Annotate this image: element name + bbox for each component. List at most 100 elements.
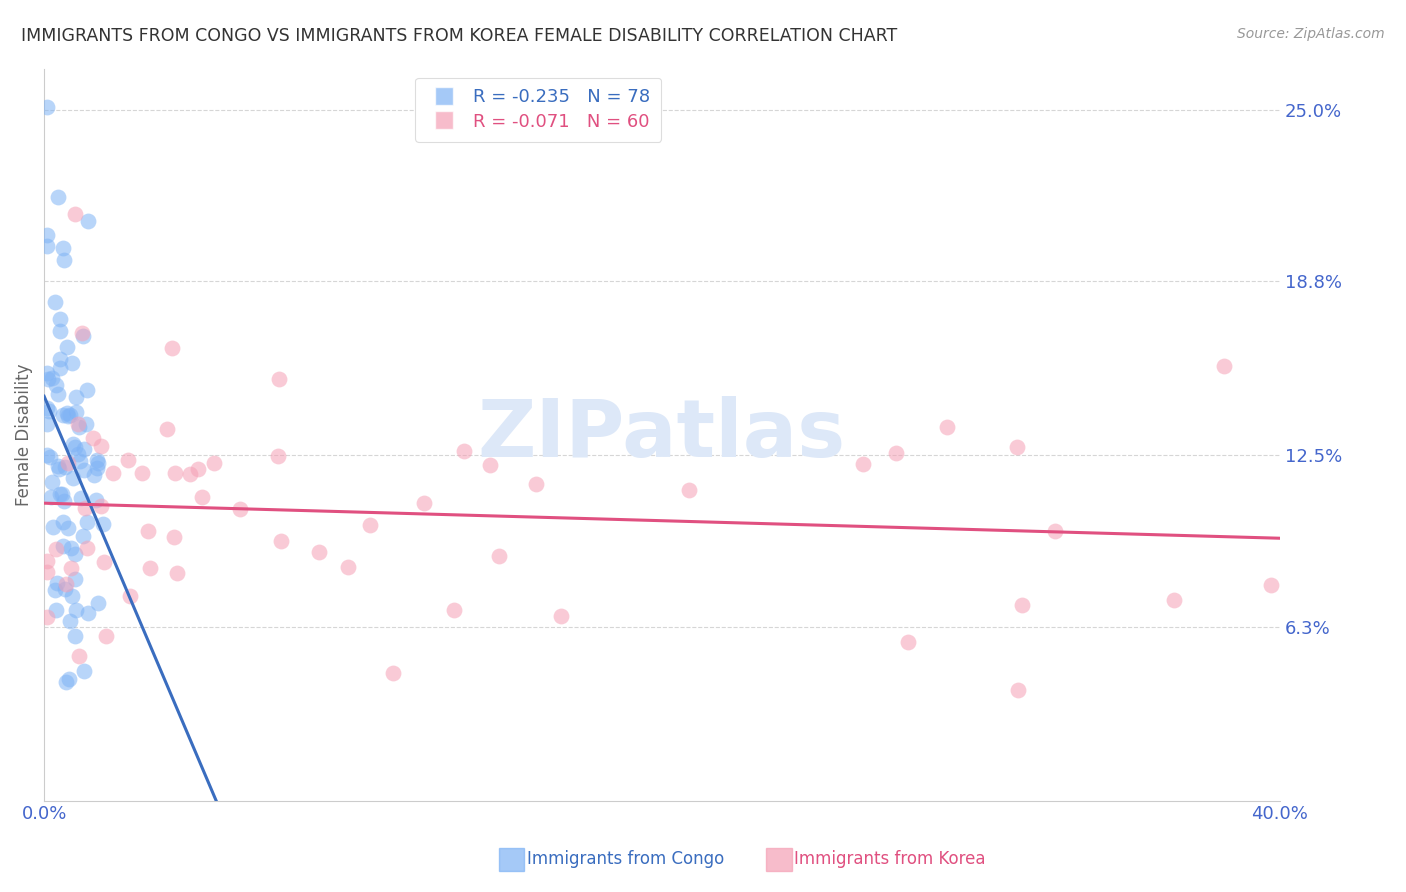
Point	[59, 614, 82, 628]
Point	[269, 371, 291, 385]
Point	[37, 417, 59, 432]
Point	[453, 443, 475, 458]
Point	[49, 324, 72, 338]
Point	[66, 447, 89, 461]
Point	[56, 406, 79, 420]
Point	[488, 549, 510, 563]
Point	[131, 466, 153, 480]
Point	[65, 405, 87, 419]
Point	[49, 361, 72, 376]
Point	[91, 517, 114, 532]
Point	[42, 520, 65, 534]
Point	[72, 329, 94, 343]
Point	[381, 665, 404, 680]
Point	[83, 467, 105, 482]
Point	[139, 561, 162, 575]
Point	[38, 404, 60, 418]
Legend: R = -0.235   N = 78, R = -0.071   N = 60: R = -0.235 N = 78, R = -0.071 N = 60	[415, 78, 661, 142]
Point	[49, 487, 72, 501]
Point	[267, 449, 290, 463]
Point	[44, 583, 66, 598]
Point	[52, 242, 75, 256]
Point	[550, 609, 572, 624]
Point	[52, 516, 75, 530]
Text: Source: ZipAtlas.com: Source: ZipAtlas.com	[1237, 27, 1385, 41]
Point	[52, 539, 75, 553]
Point	[886, 446, 908, 460]
Point	[156, 422, 179, 436]
Point	[77, 607, 100, 621]
Point	[37, 372, 59, 386]
Point	[117, 453, 139, 467]
Point	[62, 471, 84, 485]
Point	[55, 675, 77, 690]
Point	[1045, 524, 1067, 539]
Point	[163, 467, 186, 481]
Point	[87, 456, 110, 470]
Point	[82, 431, 104, 445]
Point	[37, 100, 59, 114]
Point	[62, 437, 84, 451]
Point	[58, 672, 80, 686]
Point	[41, 491, 63, 505]
Point	[65, 603, 87, 617]
Point	[73, 665, 96, 679]
Point	[73, 463, 96, 477]
Point	[86, 460, 108, 475]
Point	[897, 634, 920, 648]
Text: Immigrants from Congo: Immigrants from Congo	[527, 850, 724, 868]
Point	[678, 483, 700, 497]
Point	[65, 390, 87, 404]
Point	[1213, 359, 1236, 373]
Point	[69, 454, 91, 468]
Point	[75, 417, 97, 432]
Point	[53, 494, 76, 508]
Point	[479, 458, 502, 472]
Point	[73, 501, 96, 516]
Point	[270, 533, 292, 548]
Point	[1005, 440, 1028, 454]
Point	[337, 560, 360, 574]
Point	[39, 450, 62, 465]
Point	[70, 326, 93, 340]
Point	[179, 467, 201, 481]
Y-axis label: Female Disability: Female Disability	[15, 363, 32, 506]
Point	[202, 457, 225, 471]
Point	[76, 515, 98, 529]
Point	[67, 420, 90, 434]
Point	[37, 554, 59, 568]
Point	[52, 409, 75, 423]
Point	[37, 401, 59, 416]
Point	[63, 440, 86, 454]
Point	[65, 207, 87, 221]
Point	[852, 457, 875, 471]
Point	[84, 493, 107, 508]
Point	[41, 475, 63, 490]
Text: IMMIGRANTS FROM CONGO VS IMMIGRANTS FROM KOREA FEMALE DISABILITY CORRELATION CHA: IMMIGRANTS FROM CONGO VS IMMIGRANTS FROM…	[21, 27, 897, 45]
Point	[51, 487, 73, 501]
Point	[44, 295, 66, 310]
Point	[37, 227, 59, 242]
Point	[48, 461, 70, 475]
Point	[45, 576, 67, 591]
Point	[59, 408, 82, 422]
Point	[53, 252, 76, 267]
Point	[69, 491, 91, 505]
Point	[359, 518, 381, 533]
Point	[46, 190, 69, 204]
Point	[90, 439, 112, 453]
Point	[55, 576, 77, 591]
Point	[59, 541, 82, 556]
Point	[87, 596, 110, 610]
Point	[37, 610, 59, 624]
Point	[55, 582, 77, 596]
Point	[37, 566, 59, 580]
Text: Immigrants from Korea: Immigrants from Korea	[794, 850, 986, 868]
Point	[187, 462, 209, 476]
Point	[73, 442, 96, 457]
Text: ZIPatlas: ZIPatlas	[478, 395, 846, 474]
Point	[76, 383, 98, 397]
Point	[59, 561, 82, 575]
Point	[58, 456, 80, 470]
Point	[45, 602, 67, 616]
